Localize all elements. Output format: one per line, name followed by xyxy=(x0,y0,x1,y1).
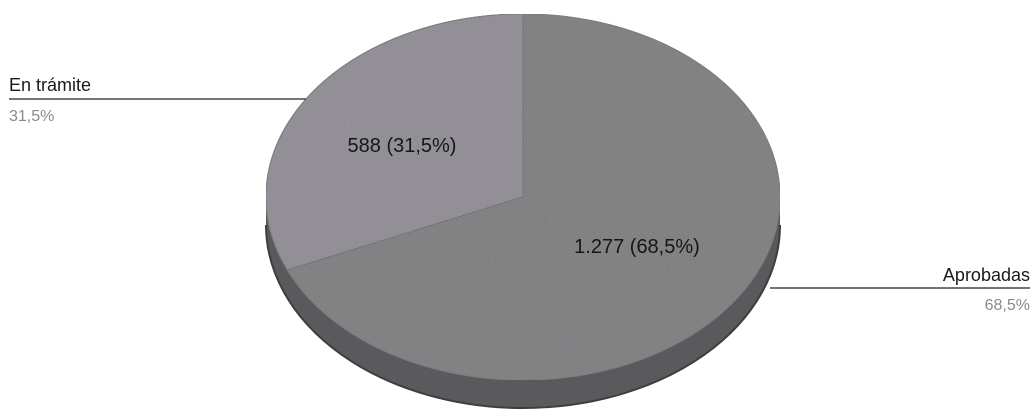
callout-label-en-tramite: En trámite xyxy=(9,75,91,95)
callout-pct-en-tramite: 31,5% xyxy=(9,108,54,125)
callout-en-tramite: En trámite 31,5% xyxy=(9,75,306,125)
callout-pct-aprobadas: 68,5% xyxy=(985,297,1030,314)
callout-label-aprobadas: Aprobadas xyxy=(943,265,1030,285)
pie-top-faces xyxy=(265,13,781,381)
pie-side-walls xyxy=(265,197,781,409)
pie-top-rim xyxy=(265,13,781,381)
slice-label-en-tramite: 588 (31,5%) xyxy=(348,135,457,157)
slice-label-aprobadas: 1.277 (68,5%) xyxy=(574,236,700,258)
pie-bottom-rim xyxy=(265,224,781,409)
callout-aprobadas: Aprobadas 68,5% xyxy=(770,265,1030,314)
